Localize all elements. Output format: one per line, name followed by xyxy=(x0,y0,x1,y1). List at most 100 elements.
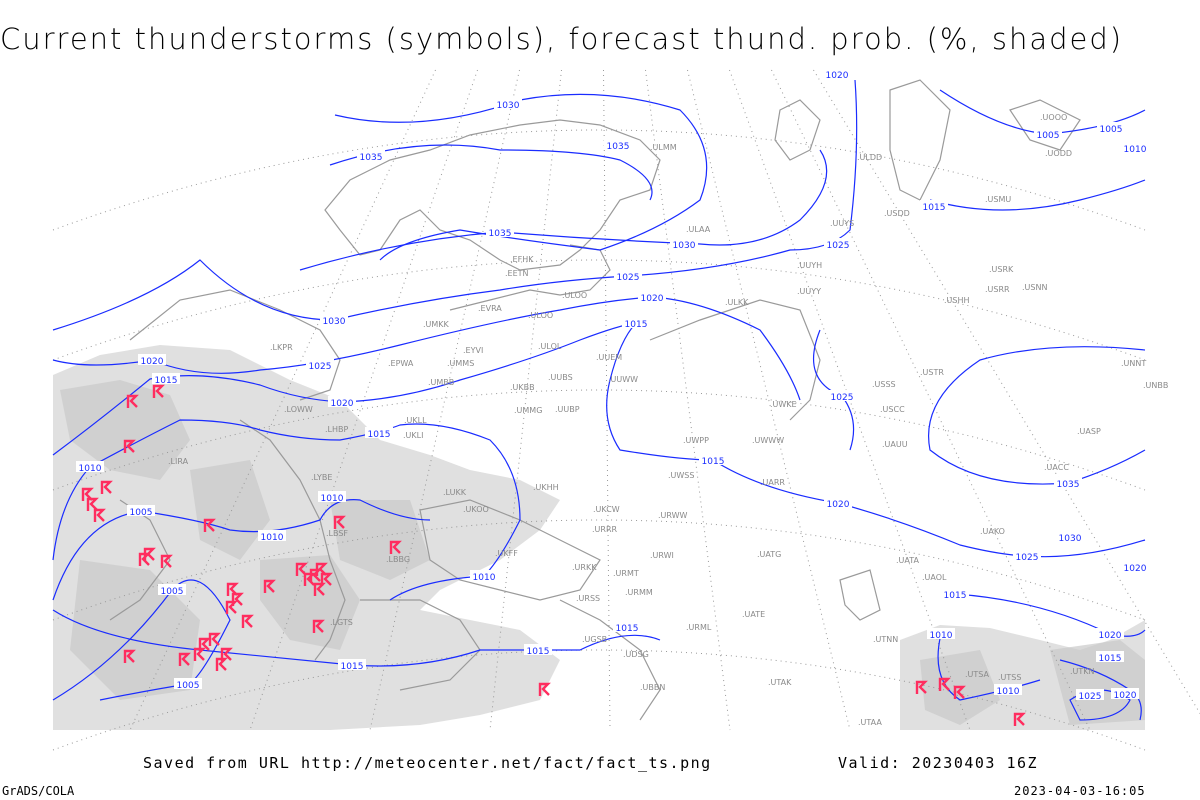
station-label: .UTSA xyxy=(965,670,990,679)
isobar-label: 1020 xyxy=(331,399,354,409)
station-label: .EYVI xyxy=(463,346,483,355)
station-label: .UTNN xyxy=(873,635,898,644)
thunderstorm-symbol xyxy=(81,487,94,501)
isobar-label-bg xyxy=(824,497,852,508)
coastline xyxy=(889,79,951,201)
isobar-label-bg xyxy=(1121,142,1149,153)
isobar-labels: 1030 1035 1035 1035 1030 1025 1020 1015 1030 1025… xyxy=(76,68,1149,702)
isobar-line xyxy=(52,322,1146,558)
isobar-label-bg xyxy=(1096,628,1124,639)
station-label: .UTKN xyxy=(1070,667,1095,676)
station-label: .ULDD xyxy=(857,153,882,162)
isobar-label: 1020 xyxy=(827,500,850,510)
station-label: .UKFF xyxy=(495,549,518,558)
thunderstorm-symbol xyxy=(1013,712,1026,726)
isobar-label-bg xyxy=(1121,561,1149,572)
station-label: .LUKK xyxy=(443,488,467,497)
isobar-label: 1035 xyxy=(607,142,630,152)
station-label: .UWPP xyxy=(683,436,709,445)
isobar-label: 1025 xyxy=(617,273,640,283)
station-label: .UATE xyxy=(742,610,765,619)
thunderstorm-symbol xyxy=(915,680,928,694)
station-label: .UBBN xyxy=(640,683,665,692)
thunderstorm-symbol xyxy=(86,497,99,511)
station-label: .UNNT xyxy=(1121,359,1146,368)
isobar-label: 1015 xyxy=(341,662,364,672)
thunderstorm-symbol xyxy=(123,649,136,663)
isobar-label: 1015 xyxy=(923,203,946,213)
isobar-label-bg xyxy=(613,621,641,632)
isobar-label-bg xyxy=(318,491,346,502)
station-label: .UWKE xyxy=(770,400,797,409)
isobar-label-bg xyxy=(927,628,955,639)
station-label: .UNBB xyxy=(1143,381,1168,390)
isobar-label: 1015 xyxy=(702,457,725,467)
station-label: .UTAA xyxy=(858,718,882,727)
thunderstorm-symbol xyxy=(178,652,191,666)
shading-dark-region xyxy=(330,500,430,580)
isobar-label-bg xyxy=(1034,128,1062,139)
meridian-line xyxy=(489,69,562,731)
isobar-line xyxy=(52,579,231,701)
station-label: .UUWW xyxy=(608,375,638,384)
isobar-label-bg xyxy=(486,226,514,237)
station-label: .UKHH xyxy=(533,483,559,492)
thunderstorm-symbol xyxy=(220,647,233,661)
thunderstorm-symbol xyxy=(226,582,239,596)
thunderstorm-symbol xyxy=(203,518,216,532)
thunderstorm-symbol xyxy=(333,515,346,529)
isobar-label-bg xyxy=(1111,688,1139,699)
isobar-label-bg xyxy=(174,678,202,689)
isobar-label: 1010 xyxy=(930,631,953,641)
isobar-label-bg xyxy=(1054,477,1082,488)
meridian-line xyxy=(771,69,1091,731)
isobar-label: 1025 xyxy=(827,241,850,251)
station-label: .EPWA xyxy=(388,359,414,368)
station-label: .UMKK xyxy=(423,320,450,329)
isobar-label-bg xyxy=(1097,122,1125,133)
map-title: Current thunderstorms (symbols), forecas… xyxy=(0,22,1124,56)
isobar-label: 1015 xyxy=(527,647,550,657)
station-label: .UKCW xyxy=(593,505,620,514)
thunderstorm-symbol xyxy=(100,480,113,494)
station-label: .URWI xyxy=(650,551,674,560)
station-label: .UMBB xyxy=(428,378,454,387)
station-label: .USSS xyxy=(872,380,896,389)
isobar-label-bg xyxy=(127,505,155,516)
station-label: .UKLL xyxy=(404,416,427,425)
station-label: .ULOO xyxy=(562,291,587,300)
isobar-line xyxy=(329,144,653,201)
isobar-label-bg xyxy=(258,530,286,541)
thunderstorm-symbol xyxy=(160,554,173,568)
isobar-label-bg xyxy=(494,98,522,109)
station-label: .UTSS xyxy=(998,673,1021,682)
generation-timestamp: 2023-04-03-16:05 xyxy=(1014,784,1146,798)
station-label: .UMMS xyxy=(447,359,474,368)
thunderstorm-symbol xyxy=(312,619,325,633)
station-label: .USMU xyxy=(985,195,1011,204)
station-label: .URML xyxy=(686,623,712,632)
coastline xyxy=(324,119,661,271)
isobar-label-bg xyxy=(320,314,348,325)
isobar-label-bg xyxy=(306,359,334,370)
coastline xyxy=(559,599,661,721)
isobar-label: 1025 xyxy=(831,393,854,403)
source-url-text: Saved from URL http://meteocenter.net/fa… xyxy=(143,754,712,772)
isobar-label: 1025 xyxy=(309,362,332,372)
isobar-label-bg xyxy=(158,584,186,595)
station-label: .LHBP xyxy=(325,425,349,434)
coastline xyxy=(419,499,601,601)
station-label: .UASP xyxy=(1077,427,1101,436)
station-label: .LBSF xyxy=(326,529,348,538)
thunderstorm-symbol xyxy=(315,562,328,576)
station-label: .USRK xyxy=(989,265,1014,274)
isobar-label: 1030 xyxy=(1059,534,1082,544)
isobar-label-bg xyxy=(524,644,552,655)
coastline xyxy=(129,289,341,401)
isobar-label-bg xyxy=(828,390,856,401)
isobar-label-bg xyxy=(622,317,650,328)
thunderstorm-symbols xyxy=(81,384,1026,726)
station-label: .ULAA xyxy=(686,225,711,234)
isobar-label: 1030 xyxy=(323,317,346,327)
